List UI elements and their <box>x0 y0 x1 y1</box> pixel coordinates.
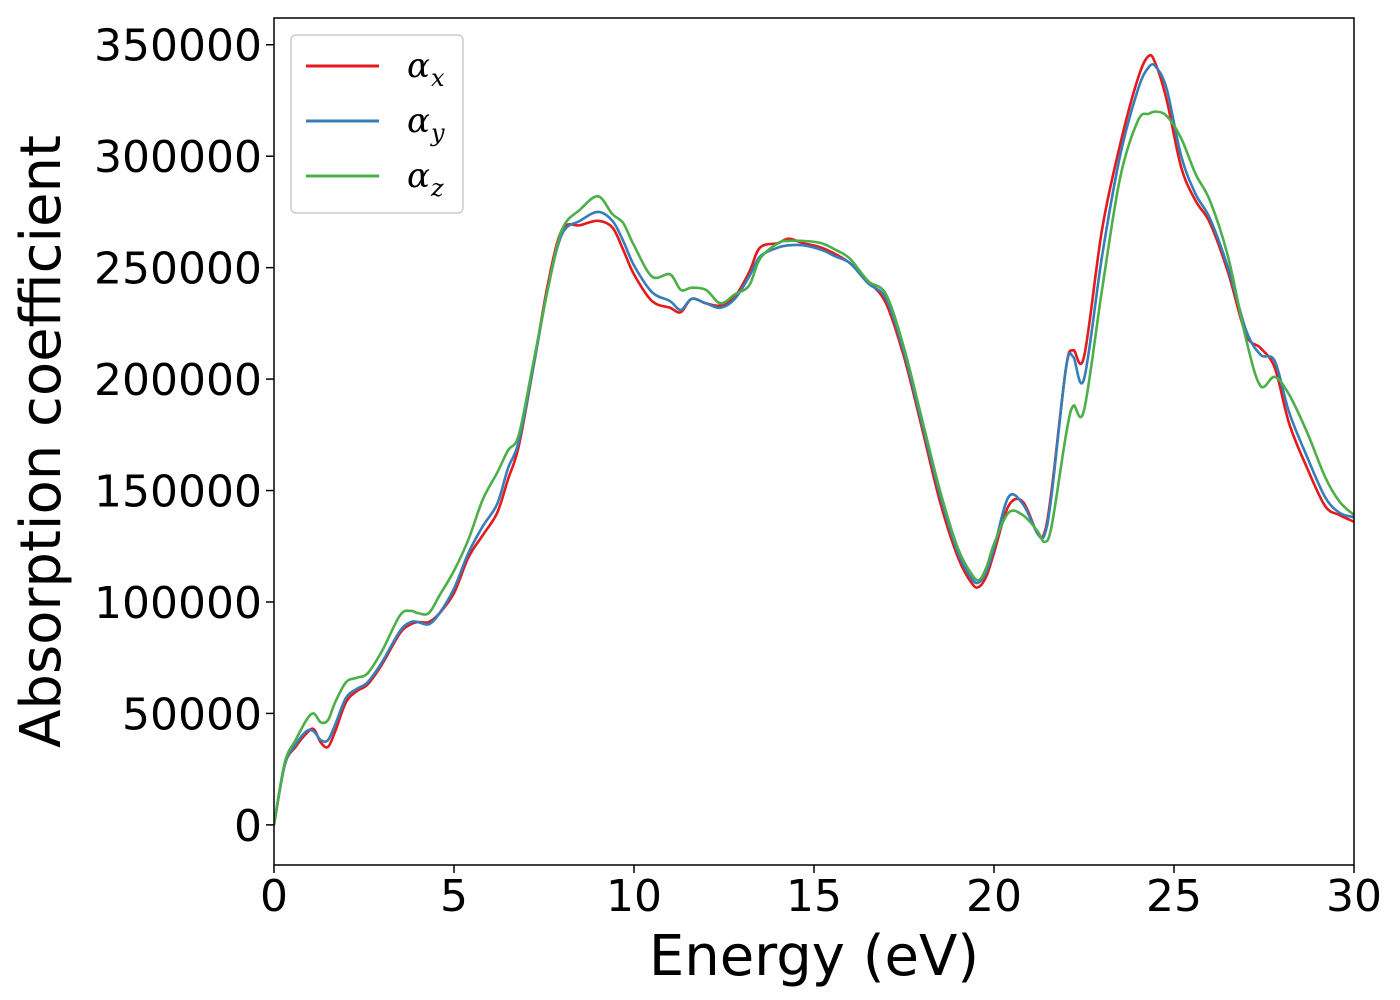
x-tick-label: 15 <box>786 871 842 922</box>
series-line-alpha-z <box>274 110 1354 826</box>
x-tick-label: 25 <box>1146 871 1202 922</box>
y-tick-label: 350000 <box>94 21 262 72</box>
x-tick-label: 5 <box>440 871 468 922</box>
y-tick-label: 200000 <box>94 355 262 406</box>
legend-box <box>290 34 464 214</box>
y-tick-label: 0 <box>234 801 262 852</box>
y-tick-label: 300000 <box>94 132 262 183</box>
x-tick-label: 30 <box>1326 871 1382 922</box>
y-axis-ticks: 0 50000 100000 150000 200000 250000 300000 3500… <box>94 21 274 852</box>
series-line-alpha-y <box>274 62 1354 826</box>
y-tick-label: 50000 <box>122 689 262 740</box>
x-tick-label: 10 <box>606 871 662 922</box>
x-axis-title: Energy (eV) <box>649 924 979 989</box>
x-tick-label: 0 <box>260 871 288 922</box>
y-tick-label: 150000 <box>94 467 262 518</box>
series-layer <box>274 53 1354 826</box>
x-axis-ticks: 0 5 10 15 20 25 30 <box>260 865 1382 922</box>
y-axis-title: Absorption coefficient <box>9 135 74 748</box>
y-tick-label: 100000 <box>94 578 262 629</box>
y-tick-label: 250000 <box>94 244 262 295</box>
x-tick-label: 20 <box>966 871 1022 922</box>
